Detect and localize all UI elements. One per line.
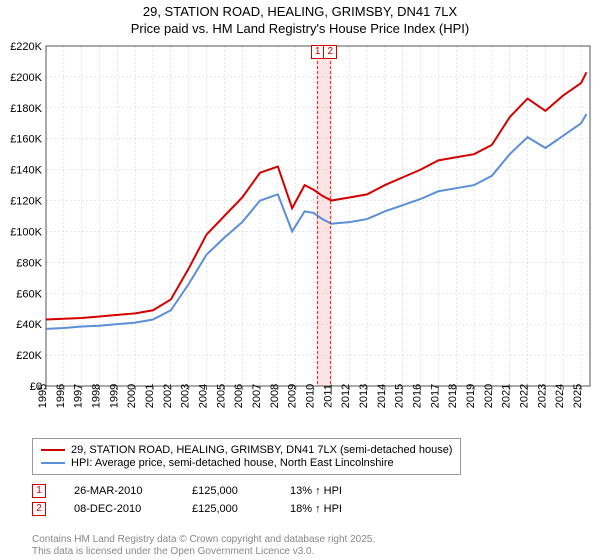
chart-svg: £0£20K£40K£60K£80K£100K£120K£140K£160K£1… xyxy=(4,40,596,432)
sales-list: 1 26-MAR-2010 £125,000 13% ↑ HPI 2 08-DEC-201… xyxy=(32,480,342,520)
sale-marker-2: 2 xyxy=(323,45,337,59)
footer-line2: This data is licensed under the Open Gov… xyxy=(32,546,314,557)
svg-text:2018: 2018 xyxy=(447,384,459,408)
title-line2: Price paid vs. HM Land Registry's House … xyxy=(131,21,469,36)
sale-price: £125,000 xyxy=(192,503,262,515)
svg-text:2021: 2021 xyxy=(501,384,513,408)
svg-text:1997: 1997 xyxy=(73,384,85,408)
chart-container: 29, STATION ROAD, HEALING, GRIMSBY, DN41… xyxy=(0,0,600,560)
svg-text:£220K: £220K xyxy=(10,41,42,53)
svg-text:£100K: £100K xyxy=(10,226,42,238)
sale-row: 2 08-DEC-2010 £125,000 18% ↑ HPI xyxy=(32,502,342,516)
svg-text:£160K: £160K xyxy=(10,134,42,146)
svg-text:2000: 2000 xyxy=(126,384,138,408)
svg-text:2013: 2013 xyxy=(358,384,370,408)
svg-text:1996: 1996 xyxy=(55,384,67,408)
svg-text:2014: 2014 xyxy=(376,384,388,408)
legend-swatch-1 xyxy=(41,449,65,451)
svg-text:2016: 2016 xyxy=(412,384,424,408)
title-line1: 29, STATION ROAD, HEALING, GRIMSBY, DN41… xyxy=(143,4,457,19)
chart-area: £0£20K£40K£60K£80K£100K£120K£140K£160K£1… xyxy=(4,40,596,432)
svg-text:2011: 2011 xyxy=(322,384,334,408)
sale-marker-icon: 2 xyxy=(32,502,46,516)
svg-text:2015: 2015 xyxy=(394,384,406,408)
svg-text:£40K: £40K xyxy=(16,319,42,331)
svg-text:1998: 1998 xyxy=(91,384,103,408)
svg-text:2012: 2012 xyxy=(340,384,352,408)
svg-text:2008: 2008 xyxy=(269,384,281,408)
legend: 29, STATION ROAD, HEALING, GRIMSBY, DN41… xyxy=(32,438,461,475)
svg-text:£200K: £200K xyxy=(10,72,42,84)
svg-text:£140K: £140K xyxy=(10,165,42,177)
svg-text:2025: 2025 xyxy=(572,384,584,408)
legend-label-2: HPI: Average price, semi-detached house,… xyxy=(71,457,394,469)
svg-text:2005: 2005 xyxy=(215,384,227,408)
svg-text:2019: 2019 xyxy=(465,384,477,408)
svg-text:2022: 2022 xyxy=(519,384,531,408)
legend-row-1: 29, STATION ROAD, HEALING, GRIMSBY, DN41… xyxy=(41,444,452,456)
svg-text:2004: 2004 xyxy=(198,384,210,408)
sale-date: 26-MAR-2010 xyxy=(74,485,164,497)
svg-text:1995: 1995 xyxy=(37,384,49,408)
legend-label-1: 29, STATION ROAD, HEALING, GRIMSBY, DN41… xyxy=(71,444,452,456)
svg-text:2009: 2009 xyxy=(287,384,299,408)
sale-marker-icon: 1 xyxy=(32,484,46,498)
svg-text:2023: 2023 xyxy=(536,384,548,408)
sale-price: £125,000 xyxy=(192,485,262,497)
svg-text:2002: 2002 xyxy=(162,384,174,408)
svg-text:2017: 2017 xyxy=(429,384,441,408)
svg-text:2010: 2010 xyxy=(305,384,317,408)
legend-row-2: HPI: Average price, semi-detached house,… xyxy=(41,457,452,469)
svg-text:£180K: £180K xyxy=(10,103,42,115)
sale-row: 1 26-MAR-2010 £125,000 13% ↑ HPI xyxy=(32,484,342,498)
svg-text:2003: 2003 xyxy=(180,384,192,408)
svg-text:2001: 2001 xyxy=(144,384,156,408)
svg-text:2007: 2007 xyxy=(251,384,263,408)
footer-line1: Contains HM Land Registry data © Crown c… xyxy=(32,534,375,545)
svg-text:2006: 2006 xyxy=(233,384,245,408)
footer: Contains HM Land Registry data © Crown c… xyxy=(32,534,375,558)
sale-date: 08-DEC-2010 xyxy=(74,503,164,515)
svg-text:2024: 2024 xyxy=(554,384,566,408)
svg-text:£20K: £20K xyxy=(16,350,42,362)
svg-text:1999: 1999 xyxy=(108,384,120,408)
svg-text:£120K: £120K xyxy=(10,196,42,208)
chart-title: 29, STATION ROAD, HEALING, GRIMSBY, DN41… xyxy=(0,0,600,38)
sale-diff: 18% ↑ HPI xyxy=(290,503,342,515)
sale-diff: 13% ↑ HPI xyxy=(290,485,342,497)
svg-text:2020: 2020 xyxy=(483,384,495,408)
svg-text:£60K: £60K xyxy=(16,288,42,300)
legend-swatch-2 xyxy=(41,462,65,464)
svg-text:£80K: £80K xyxy=(16,257,42,269)
